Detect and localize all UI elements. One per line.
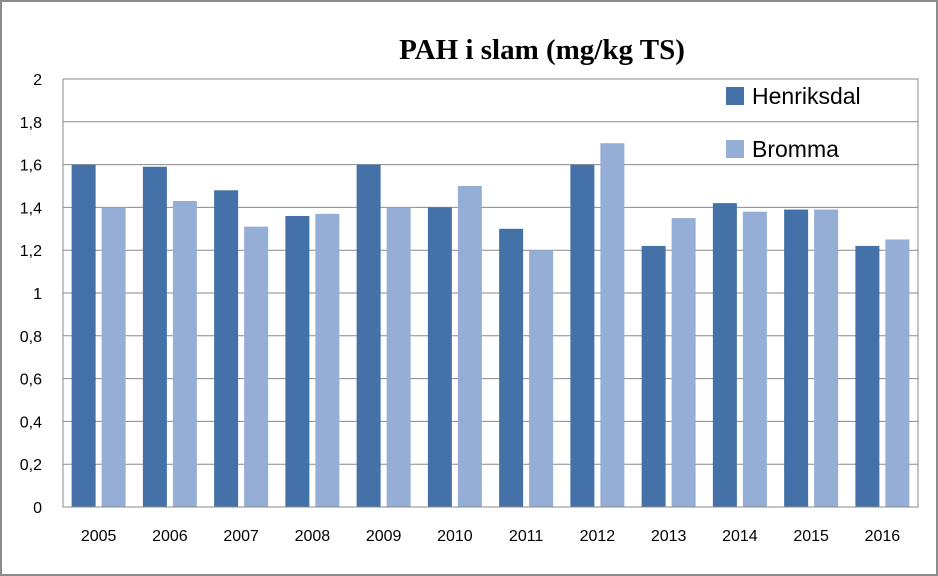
y-tick-label: 0,6 xyxy=(20,372,42,389)
x-tick-label: 2005 xyxy=(81,528,117,545)
bar-henriksdal-2010 xyxy=(427,207,452,507)
bar-bromma-2011 xyxy=(529,250,554,507)
y-tick-label: 1,8 xyxy=(20,115,42,132)
x-tick-label: 2009 xyxy=(366,528,402,545)
bar-henriksdal-2009 xyxy=(356,164,381,507)
bar-bromma-2015 xyxy=(814,209,839,508)
y-tick-label: 0,4 xyxy=(20,414,42,431)
bar-bromma-2014 xyxy=(742,211,767,507)
legend-swatch-henriksdal xyxy=(726,87,744,105)
bar-bromma-2005 xyxy=(101,207,126,507)
bar-bromma-2010 xyxy=(457,186,482,507)
bar-henriksdal-2008 xyxy=(285,215,310,507)
x-tick-label: 2013 xyxy=(651,528,687,545)
x-tick-label: 2012 xyxy=(580,528,616,545)
bar-bromma-2007 xyxy=(244,226,269,507)
x-tick-label: 2007 xyxy=(223,528,259,545)
legend: Henriksdal Bromma xyxy=(726,83,861,162)
legend-label-bromma: Bromma xyxy=(752,136,839,162)
axes: 0 0,2 0,4 0,6 0,8 1 1,2 1,4 1,6 1,8 2 2005 2006 2007 2… xyxy=(20,72,919,545)
bar-bromma-2012 xyxy=(600,143,625,507)
x-tick-label: 2008 xyxy=(295,528,331,545)
y-tick-label: 1 xyxy=(33,286,42,303)
bar-henriksdal-2013 xyxy=(641,245,666,508)
y-tick-label: 1,4 xyxy=(20,200,42,217)
plot-area-border xyxy=(62,78,919,508)
y-tick-label: 0,8 xyxy=(20,329,42,346)
legend-swatch-bromma xyxy=(726,140,744,158)
bar-henriksdal-2015 xyxy=(784,209,809,508)
bar-henriksdal-2011 xyxy=(499,228,524,508)
bar-henriksdal-2007 xyxy=(214,190,239,507)
y-tick-label: 0 xyxy=(33,500,42,517)
bar-bromma-2016 xyxy=(885,239,910,507)
x-tick-label: 2014 xyxy=(722,528,758,545)
y-tick-label: 1,2 xyxy=(20,243,42,260)
bar-henriksdal-2012 xyxy=(570,164,595,507)
bar-henriksdal-2016 xyxy=(855,245,880,508)
bar-bromma-2006 xyxy=(172,200,197,508)
bar-bromma-2008 xyxy=(315,213,340,507)
bars xyxy=(71,143,910,508)
x-tick-label: 2011 xyxy=(509,528,544,545)
x-tick-label: 2015 xyxy=(793,528,829,545)
x-tick-label: 2016 xyxy=(865,528,901,545)
bar-henriksdal-2006 xyxy=(142,166,167,508)
bar-bromma-2009 xyxy=(386,207,411,507)
legend-label-henriksdal: Henriksdal xyxy=(752,83,861,109)
y-tick-label: 2 xyxy=(33,72,42,89)
bar-bromma-2013 xyxy=(671,218,696,507)
y-tick-label: 1,6 xyxy=(20,158,42,175)
bar-henriksdal-2014 xyxy=(712,203,737,507)
chart-title: PAH i slam (mg/kg TS) xyxy=(399,34,685,66)
bar-henriksdal-2005 xyxy=(71,164,96,507)
x-tick-label: 2006 xyxy=(152,528,188,545)
y-tick-label: 0,2 xyxy=(20,457,42,474)
x-tick-label: 2010 xyxy=(437,528,473,545)
